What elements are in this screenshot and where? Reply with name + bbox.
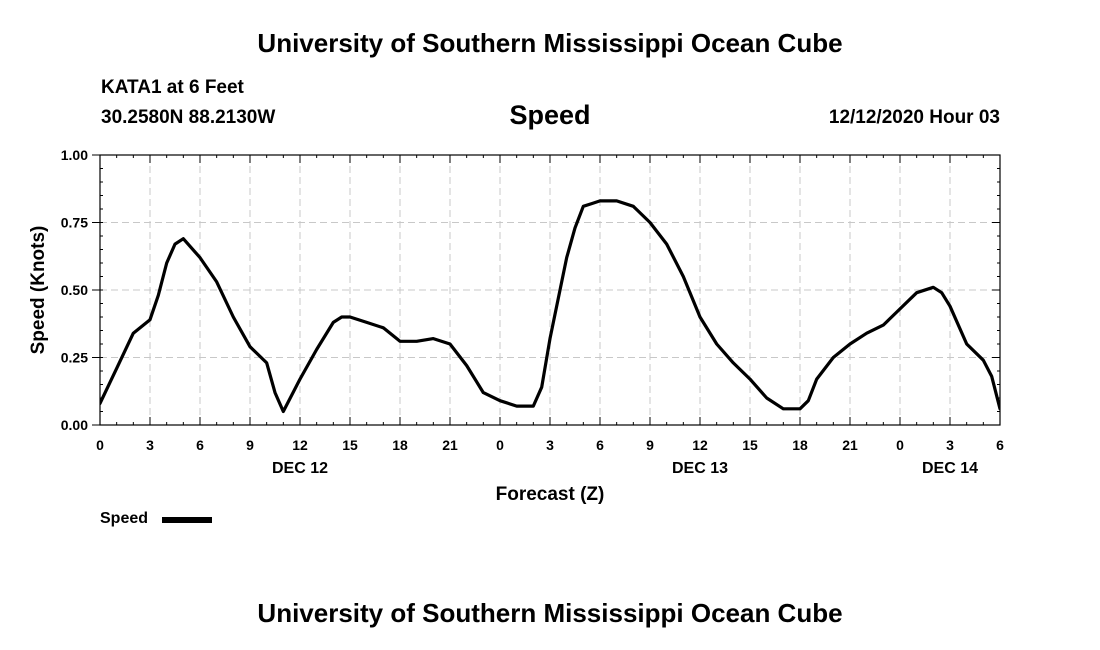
x-tick-label: 0 xyxy=(96,437,104,453)
x-tick-label: 9 xyxy=(246,437,254,453)
x-tick-label: 12 xyxy=(692,437,708,453)
series-line-speed xyxy=(100,199,1000,414)
datetime-label: 12/12/2020 Hour 03 xyxy=(828,107,1000,128)
footer-title: University of Southern Mississippi Ocean… xyxy=(257,598,843,628)
y-tick-label: 0.75 xyxy=(61,215,88,231)
x-tick-label: 18 xyxy=(792,437,808,453)
header-title: University of Southern Mississippi Ocean… xyxy=(257,28,843,58)
x-tick-label: 3 xyxy=(146,437,154,453)
day-label: DEC 13 xyxy=(672,460,728,477)
x-tick-label: 0 xyxy=(896,437,904,453)
day-label: DEC 14 xyxy=(922,460,978,477)
x-tick-label: 3 xyxy=(546,437,554,453)
legend-label: Speed xyxy=(100,510,149,527)
station-label: KATA1 at 6 Feet xyxy=(101,77,244,98)
y-tick-label: 0.25 xyxy=(61,350,88,366)
x-tick-label: 15 xyxy=(742,437,758,453)
x-tick-label: 9 xyxy=(646,437,654,453)
x-tick-label: 18 xyxy=(392,437,408,453)
x-axis-label: Forecast (Z) xyxy=(496,484,605,505)
x-tick-label: 6 xyxy=(996,437,1004,453)
day-label: DEC 12 xyxy=(272,460,328,477)
y-axis-label: Speed (Knots) xyxy=(28,226,49,355)
x-tick-label: 21 xyxy=(442,437,458,453)
y-tick-label: 0.50 xyxy=(61,282,88,298)
y-tick-label: 1.00 xyxy=(61,147,88,163)
x-tick-label: 0 xyxy=(496,437,504,453)
x-tick-label: 6 xyxy=(196,437,204,453)
x-tick-label: 6 xyxy=(596,437,604,453)
x-tick-label: 3 xyxy=(946,437,954,453)
x-tick-label: 12 xyxy=(292,437,308,453)
x-tick-label: 15 xyxy=(342,437,358,453)
coordinates-label: 30.2580N 88.2130W xyxy=(101,107,276,128)
x-tick-label: 21 xyxy=(842,437,858,453)
legend-swatch xyxy=(162,517,212,523)
y-tick-label: 0.00 xyxy=(61,417,88,433)
plot-frame xyxy=(99,154,1001,426)
plot-title: Speed xyxy=(509,100,591,130)
